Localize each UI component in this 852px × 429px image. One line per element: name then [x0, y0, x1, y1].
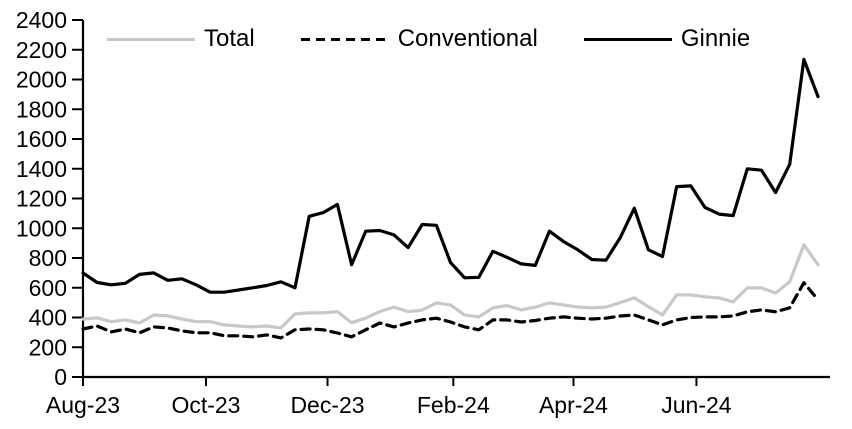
- y-axis-tick-label: 1800: [16, 96, 67, 122]
- x-axis-tick-label: Oct-23: [171, 392, 240, 418]
- y-axis-tick-label: 1400: [16, 156, 67, 182]
- series-line-ginnie: [81, 57, 820, 294]
- series-line-conventional: [81, 281, 820, 340]
- y-axis-tick-label: 600: [29, 275, 67, 301]
- y-axis-tick-label: 0: [54, 364, 67, 390]
- y-axis-tick-label: 400: [29, 305, 67, 331]
- x-axis-tick-label: Dec-23: [290, 392, 364, 418]
- x-axis-tick-label: Apr-24: [539, 392, 608, 418]
- y-axis-tick-label: 1600: [16, 126, 67, 152]
- y-axis-tick-label: 2200: [16, 37, 67, 63]
- y-axis-tick-label: 200: [29, 334, 67, 360]
- series-line-total: [81, 243, 820, 330]
- x-axis-tick-label: Aug-23: [46, 392, 120, 418]
- y-axis-tick-label: 2000: [16, 67, 67, 93]
- y-axis-tick-label: 1200: [16, 186, 67, 212]
- y-axis-tick-label: 800: [29, 245, 67, 271]
- x-axis-tick-label: Feb-24: [417, 392, 490, 418]
- x-axis-tick-label: Jun-24: [661, 392, 732, 418]
- axis-lines: [81, 20, 830, 379]
- y-axis-tick-label: 1000: [16, 215, 67, 241]
- y-axis-tick-label: 2400: [16, 7, 67, 33]
